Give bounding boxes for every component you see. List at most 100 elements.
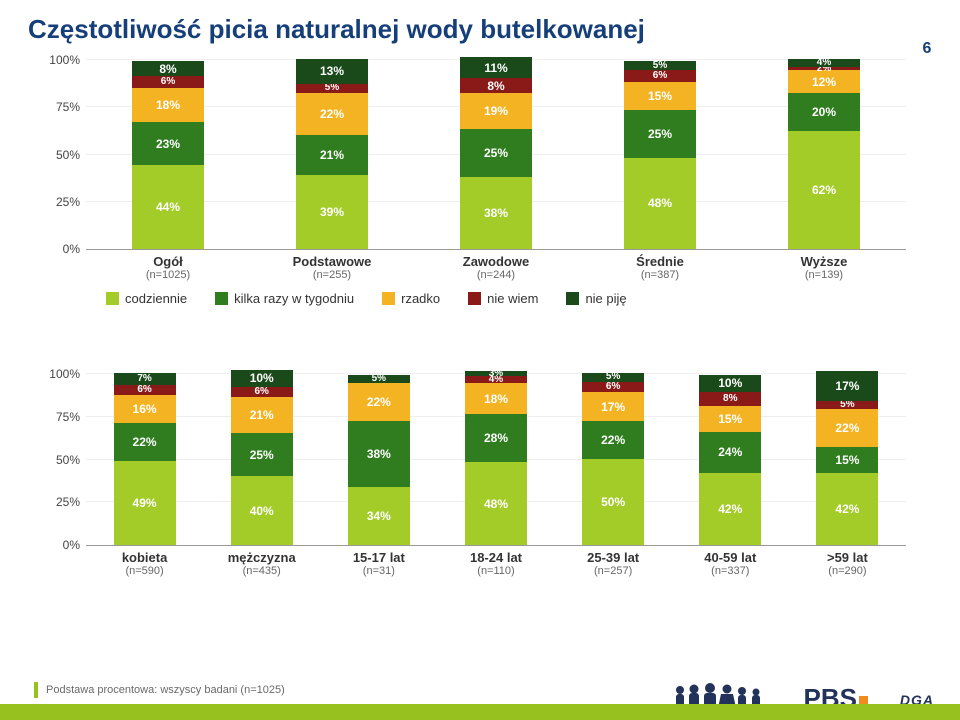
- bar-group: 38%25%19%8%11%: [414, 60, 578, 249]
- bar-segment: 6%: [132, 76, 204, 87]
- x-label: 18-24 lat: [437, 550, 554, 565]
- bar-segment: 17%: [582, 392, 644, 421]
- y-tick: 0%: [63, 538, 80, 552]
- bar-group: 44%23%18%6%8%: [86, 60, 250, 249]
- stacked-bar: 34%38%22%5%: [348, 375, 410, 545]
- stacked-bar: 44%23%18%6%8%: [132, 61, 204, 249]
- bar-segment: 34%: [348, 487, 410, 545]
- x-sublabel: (n=387): [578, 269, 742, 281]
- legend-label: codziennie: [125, 291, 187, 306]
- x-label: 15-17 lat: [320, 550, 437, 565]
- bar-group: 39%21%22%5%13%: [250, 60, 414, 249]
- bar-segment: 48%: [465, 462, 527, 545]
- bar-segment: 19%: [460, 93, 532, 129]
- bar-segment: 23%: [132, 122, 204, 166]
- x-label: kobieta: [86, 550, 203, 565]
- bar-segment: 5%: [582, 373, 644, 382]
- chart-top-xlabels: Ogół(n=1025)Podstawowe(n=255)Zawodowe(n=…: [86, 250, 906, 281]
- bar-segment: 28%: [465, 414, 527, 462]
- stacked-bar: 48%25%15%6%5%: [624, 61, 696, 249]
- bar-segment: 38%: [348, 421, 410, 486]
- bar-segment: 42%: [816, 473, 878, 545]
- y-tick: 25%: [56, 195, 80, 209]
- bar-segment: 21%: [296, 135, 368, 175]
- bar-segment: 15%: [699, 406, 761, 432]
- bar-segment: 62%: [788, 131, 860, 249]
- bar-group: 42%15%22%5%17%: [789, 374, 906, 545]
- page-number: 6: [912, 40, 942, 70]
- bar-group: 48%25%15%6%5%: [578, 60, 742, 249]
- bar-segment: 7%: [114, 373, 176, 385]
- bar-segment: 16%: [114, 395, 176, 423]
- bar-segment: 18%: [132, 88, 204, 122]
- x-sublabel: (n=290): [789, 565, 906, 577]
- y-tick: 75%: [56, 410, 80, 424]
- bar-segment: 22%: [114, 423, 176, 461]
- x-sublabel: (n=337): [672, 565, 789, 577]
- bar-segment: 8%: [699, 392, 761, 406]
- bar-segment: 6%: [624, 70, 696, 81]
- bar-segment: 50%: [582, 459, 644, 545]
- x-sublabel: (n=139): [742, 269, 906, 281]
- bar-segment: 10%: [699, 375, 761, 392]
- bar-segment: 48%: [624, 158, 696, 249]
- x-label: 25-39 lat: [555, 550, 672, 565]
- legend-label: nie piję: [585, 291, 626, 306]
- chart-legend: codzienniekilka razy w tygodniurzadkonie…: [106, 291, 906, 306]
- x-sublabel: (n=435): [203, 565, 320, 577]
- stacked-bar: 40%25%21%6%10%: [231, 370, 293, 545]
- bar-segment: 4%: [788, 59, 860, 67]
- x-sublabel: (n=590): [86, 565, 203, 577]
- stacked-bar: 42%15%22%5%17%: [816, 371, 878, 545]
- x-sublabel: (n=110): [437, 565, 554, 577]
- bar-segment: 5%: [624, 61, 696, 71]
- x-sublabel: (n=1025): [86, 269, 250, 281]
- legend-swatch: [566, 292, 579, 305]
- x-label: Podstawowe: [250, 254, 414, 269]
- bar-segment: 5%: [296, 84, 368, 94]
- bar-group: 62%20%12%2%4%: [742, 60, 906, 249]
- bar-segment: 39%: [296, 175, 368, 249]
- bar-segment: 38%: [460, 177, 532, 249]
- bar-segment: 17%: [816, 371, 878, 400]
- y-tick: 50%: [56, 453, 80, 467]
- bar-segment: 20%: [788, 93, 860, 131]
- bar-group: 42%24%15%8%10%: [672, 374, 789, 545]
- bar-segment: 18%: [465, 383, 527, 414]
- chart-bottom: 0%25%50%75%100%49%22%16%6%7%40%25%21%6%1…: [36, 374, 906, 624]
- bar-segment: 11%: [460, 57, 532, 78]
- stacked-bar: 39%21%22%5%13%: [296, 59, 368, 249]
- stacked-bar: 49%22%16%6%7%: [114, 373, 176, 545]
- bar-group: 48%28%18%4%3%: [437, 374, 554, 545]
- x-label: Zawodowe: [414, 254, 578, 269]
- bar-group: 50%22%17%6%5%: [555, 374, 672, 545]
- y-tick: 25%: [56, 495, 80, 509]
- bar-segment: 22%: [582, 421, 644, 459]
- bar-segment: 22%: [348, 383, 410, 421]
- bar-segment: 15%: [624, 82, 696, 111]
- bar-segment: 22%: [816, 409, 878, 447]
- chart-bottom-plot: 0%25%50%75%100%49%22%16%6%7%40%25%21%6%1…: [86, 374, 906, 546]
- y-tick: 75%: [56, 100, 80, 114]
- x-label: 40-59 lat: [672, 550, 789, 565]
- x-label: Wyższe: [742, 254, 906, 269]
- bar-group: 34%38%22%5%: [320, 374, 437, 545]
- legend-item: rzadko: [382, 291, 440, 306]
- chart-bottom-xlabels: kobieta(n=590)mężczyzna(n=435)15-17 lat(…: [86, 546, 906, 577]
- x-label: Ogół: [86, 254, 250, 269]
- legend-item: nie wiem: [468, 291, 538, 306]
- footer-bar: [0, 704, 960, 720]
- x-sublabel: (n=31): [320, 565, 437, 577]
- bar-segment: 6%: [231, 387, 293, 397]
- legend-swatch: [468, 292, 481, 305]
- legend-label: nie wiem: [487, 291, 538, 306]
- y-tick: 0%: [63, 242, 80, 256]
- bar-segment: 6%: [582, 382, 644, 392]
- footnote-text: Podstawa procentowa: wszyscy badani (n=1…: [46, 684, 285, 696]
- bar-segment: 12%: [788, 70, 860, 93]
- stacked-bar: 48%28%18%4%3%: [465, 371, 527, 545]
- stacked-bar: 50%22%17%6%5%: [582, 373, 644, 545]
- stacked-bar: 62%20%12%2%4%: [788, 59, 860, 249]
- x-label: Średnie: [578, 254, 742, 269]
- bar-segment: 44%: [132, 165, 204, 249]
